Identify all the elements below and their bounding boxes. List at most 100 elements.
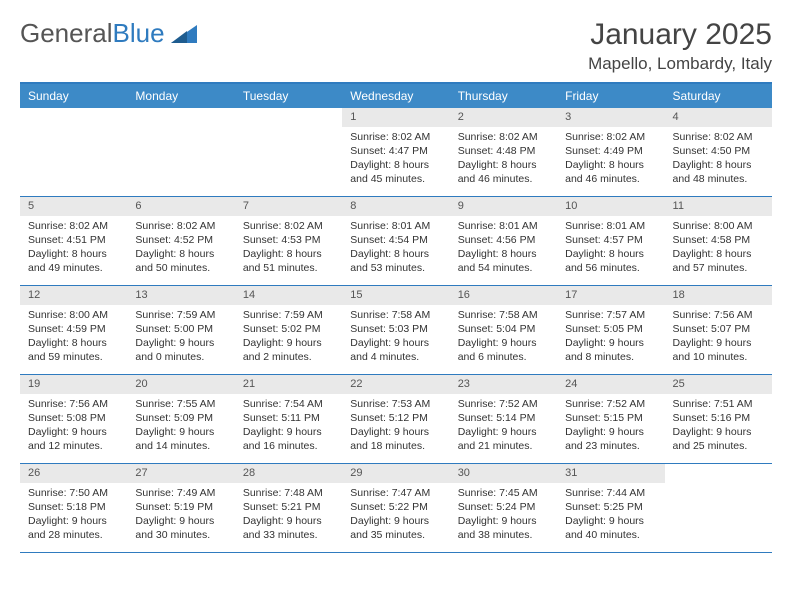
week-row: 12Sunrise: 8:00 AMSunset: 4:59 PMDayligh…: [20, 286, 772, 375]
weekday-header: Wednesday: [342, 84, 449, 108]
sunset-text: Sunset: 4:56 PM: [458, 233, 549, 247]
daylight-line1: Daylight: 8 hours: [350, 247, 441, 261]
week-row: 5Sunrise: 8:02 AMSunset: 4:51 PMDaylight…: [20, 197, 772, 286]
daylight-line2: and 50 minutes.: [135, 261, 226, 275]
day-body: Sunrise: 7:56 AMSunset: 5:07 PMDaylight:…: [665, 305, 772, 371]
sunset-text: Sunset: 4:52 PM: [135, 233, 226, 247]
sunrise-text: Sunrise: 7:53 AM: [350, 397, 441, 411]
logo-triangle-icon: [169, 23, 199, 45]
weekday-header: Friday: [557, 84, 664, 108]
daylight-line1: Daylight: 8 hours: [673, 158, 764, 172]
daylight-line2: and 14 minutes.: [135, 439, 226, 453]
daylight-line2: and 8 minutes.: [565, 350, 656, 364]
daylight-line1: Daylight: 9 hours: [28, 514, 119, 528]
daylight-line2: and 49 minutes.: [28, 261, 119, 275]
daylight-line1: Daylight: 8 hours: [350, 158, 441, 172]
day-cell: [127, 108, 234, 196]
day-body: Sunrise: 8:00 AMSunset: 4:58 PMDaylight:…: [665, 216, 772, 282]
day-body: Sunrise: 7:59 AMSunset: 5:00 PMDaylight:…: [127, 305, 234, 371]
sunrise-text: Sunrise: 7:58 AM: [458, 308, 549, 322]
day-number: 8: [342, 197, 449, 216]
day-number-bar: [665, 464, 772, 483]
day-number: 10: [557, 197, 664, 216]
sunset-text: Sunset: 5:22 PM: [350, 500, 441, 514]
sunset-text: Sunset: 4:53 PM: [243, 233, 334, 247]
day-body: Sunrise: 8:02 AMSunset: 4:48 PMDaylight:…: [450, 127, 557, 193]
day-number: 3: [557, 108, 664, 127]
sunrise-text: Sunrise: 7:59 AM: [243, 308, 334, 322]
daylight-line1: Daylight: 9 hours: [565, 514, 656, 528]
header-row: GeneralBlue January 2025 Mapello, Lombar…: [20, 18, 772, 74]
day-cell: 30Sunrise: 7:45 AMSunset: 5:24 PMDayligh…: [450, 464, 557, 552]
sunset-text: Sunset: 4:59 PM: [28, 322, 119, 336]
day-number: 2: [450, 108, 557, 127]
sunset-text: Sunset: 5:11 PM: [243, 411, 334, 425]
sunset-text: Sunset: 4:48 PM: [458, 144, 549, 158]
day-number: 26: [20, 464, 127, 483]
daylight-line2: and 56 minutes.: [565, 261, 656, 275]
daylight-line1: Daylight: 8 hours: [458, 158, 549, 172]
sunrise-text: Sunrise: 7:49 AM: [135, 486, 226, 500]
daylight-line2: and 33 minutes.: [243, 528, 334, 542]
day-body: Sunrise: 7:58 AMSunset: 5:03 PMDaylight:…: [342, 305, 449, 371]
sunrise-text: Sunrise: 7:59 AM: [135, 308, 226, 322]
sunrise-text: Sunrise: 8:01 AM: [565, 219, 656, 233]
day-cell: 13Sunrise: 7:59 AMSunset: 5:00 PMDayligh…: [127, 286, 234, 374]
day-cell: 11Sunrise: 8:00 AMSunset: 4:58 PMDayligh…: [665, 197, 772, 285]
sunset-text: Sunset: 5:09 PM: [135, 411, 226, 425]
day-number: 16: [450, 286, 557, 305]
daylight-line1: Daylight: 9 hours: [135, 336, 226, 350]
day-cell: 4Sunrise: 8:02 AMSunset: 4:50 PMDaylight…: [665, 108, 772, 196]
day-body: Sunrise: 8:02 AMSunset: 4:49 PMDaylight:…: [557, 127, 664, 193]
sunrise-text: Sunrise: 7:55 AM: [135, 397, 226, 411]
daylight-line1: Daylight: 8 hours: [28, 336, 119, 350]
daylight-line2: and 48 minutes.: [673, 172, 764, 186]
logo: GeneralBlue: [20, 18, 199, 49]
sunrise-text: Sunrise: 7:57 AM: [565, 308, 656, 322]
day-number-bar: [127, 108, 234, 127]
sunrise-text: Sunrise: 7:44 AM: [565, 486, 656, 500]
weekday-header-row: SundayMondayTuesdayWednesdayThursdayFrid…: [20, 84, 772, 108]
daylight-line1: Daylight: 9 hours: [135, 425, 226, 439]
location-subtitle: Mapello, Lombardy, Italy: [588, 54, 772, 74]
sunset-text: Sunset: 5:15 PM: [565, 411, 656, 425]
day-number: 14: [235, 286, 342, 305]
day-number-bar: [235, 108, 342, 127]
day-cell: 14Sunrise: 7:59 AMSunset: 5:02 PMDayligh…: [235, 286, 342, 374]
daylight-line1: Daylight: 8 hours: [28, 247, 119, 261]
day-body: Sunrise: 8:02 AMSunset: 4:53 PMDaylight:…: [235, 216, 342, 282]
daylight-line1: Daylight: 8 hours: [135, 247, 226, 261]
sunrise-text: Sunrise: 7:56 AM: [28, 397, 119, 411]
weekday-header: Saturday: [665, 84, 772, 108]
sunset-text: Sunset: 4:51 PM: [28, 233, 119, 247]
logo-text-1: General: [20, 18, 113, 49]
daylight-line2: and 40 minutes.: [565, 528, 656, 542]
sunrise-text: Sunrise: 8:02 AM: [673, 130, 764, 144]
daylight-line1: Daylight: 9 hours: [673, 336, 764, 350]
day-body: Sunrise: 8:02 AMSunset: 4:50 PMDaylight:…: [665, 127, 772, 193]
day-number: 4: [665, 108, 772, 127]
sunrise-text: Sunrise: 7:45 AM: [458, 486, 549, 500]
sunrise-text: Sunrise: 8:00 AM: [673, 219, 764, 233]
day-body: Sunrise: 8:01 AMSunset: 4:56 PMDaylight:…: [450, 216, 557, 282]
daylight-line1: Daylight: 9 hours: [565, 336, 656, 350]
day-cell: 2Sunrise: 8:02 AMSunset: 4:48 PMDaylight…: [450, 108, 557, 196]
day-body: Sunrise: 7:44 AMSunset: 5:25 PMDaylight:…: [557, 483, 664, 549]
day-cell: 22Sunrise: 7:53 AMSunset: 5:12 PMDayligh…: [342, 375, 449, 463]
day-cell: 7Sunrise: 8:02 AMSunset: 4:53 PMDaylight…: [235, 197, 342, 285]
day-cell: 17Sunrise: 7:57 AMSunset: 5:05 PMDayligh…: [557, 286, 664, 374]
day-cell: 29Sunrise: 7:47 AMSunset: 5:22 PMDayligh…: [342, 464, 449, 552]
day-cell: 6Sunrise: 8:02 AMSunset: 4:52 PMDaylight…: [127, 197, 234, 285]
sunset-text: Sunset: 5:18 PM: [28, 500, 119, 514]
daylight-line2: and 25 minutes.: [673, 439, 764, 453]
day-cell: 5Sunrise: 8:02 AMSunset: 4:51 PMDaylight…: [20, 197, 127, 285]
sunrise-text: Sunrise: 8:01 AM: [350, 219, 441, 233]
daylight-line1: Daylight: 8 hours: [565, 158, 656, 172]
calendar: SundayMondayTuesdayWednesdayThursdayFrid…: [20, 82, 772, 553]
daylight-line1: Daylight: 9 hours: [28, 425, 119, 439]
sunset-text: Sunset: 5:02 PM: [243, 322, 334, 336]
day-body: Sunrise: 8:02 AMSunset: 4:47 PMDaylight:…: [342, 127, 449, 193]
daylight-line2: and 16 minutes.: [243, 439, 334, 453]
daylight-line2: and 0 minutes.: [135, 350, 226, 364]
day-body: Sunrise: 8:02 AMSunset: 4:51 PMDaylight:…: [20, 216, 127, 282]
